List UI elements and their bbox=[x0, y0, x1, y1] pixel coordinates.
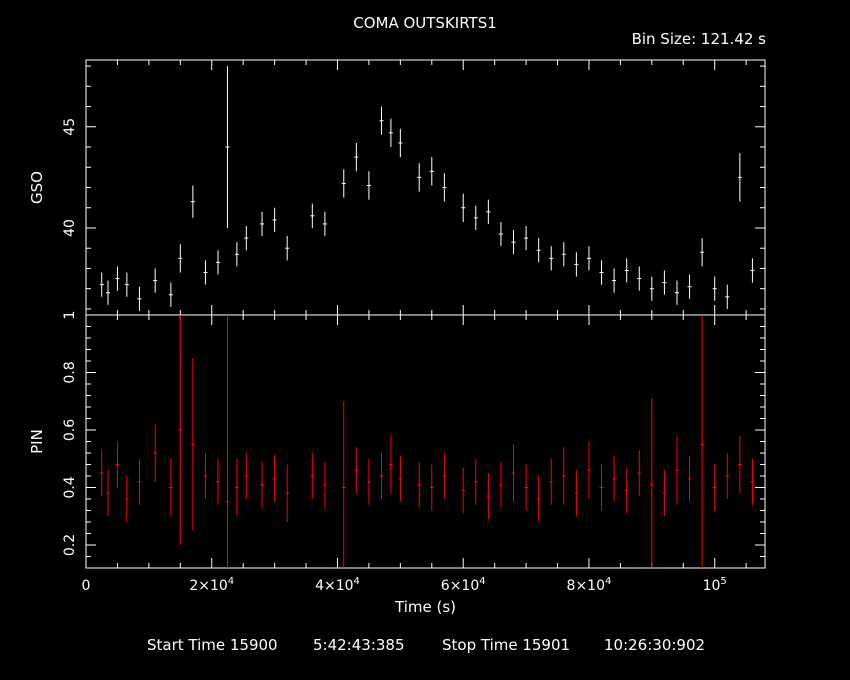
x-tick-label: 0 bbox=[82, 578, 91, 594]
x-axis-label: Time (s) bbox=[394, 598, 456, 616]
pin-data bbox=[99, 315, 755, 568]
gso-axis-label: GSO bbox=[28, 171, 46, 204]
pin-ytick-label: 0.4 bbox=[62, 476, 78, 498]
x-tick-label: 8×104 bbox=[567, 576, 612, 594]
gso-data bbox=[99, 66, 755, 311]
x-tick-label: 4×104 bbox=[315, 576, 360, 594]
axis-labels: 0 2×104 4×104 6×104 8×104 105 Time (s) bbox=[82, 576, 727, 616]
pin-ytick-label: 0.6 bbox=[62, 419, 78, 441]
pin-ytick-label: 1 bbox=[62, 311, 78, 320]
start-time-value: 5:42:43:385 bbox=[313, 636, 405, 654]
pin-panel: 0.2 0.4 0.6 0.8 1 PIN bbox=[28, 311, 766, 569]
stop-time-value: 10:26:30:902 bbox=[604, 636, 706, 654]
x-tick-label: 6×104 bbox=[441, 576, 486, 594]
x-tick-label: 105 bbox=[703, 576, 727, 594]
bin-size-label: Bin Size: 121.42 s bbox=[631, 30, 766, 48]
gso-ytick-label: 40 bbox=[62, 219, 78, 237]
pin-ytick-label: 0.8 bbox=[62, 361, 78, 383]
gso-ytick-label: 45 bbox=[62, 118, 78, 136]
chart-title: COMA OUTSKIRTS1 bbox=[353, 14, 497, 32]
pin-axis-label: PIN bbox=[28, 429, 46, 454]
x-tick-label: 2×104 bbox=[189, 576, 234, 594]
start-time-label: Start Time 15900 bbox=[147, 636, 278, 654]
stop-time-label: Stop Time 15901 bbox=[442, 636, 571, 654]
gso-frame bbox=[85, 59, 766, 316]
pin-frame bbox=[85, 314, 766, 569]
gso-panel: 40 45 GSO bbox=[28, 59, 766, 316]
pin-ytick-label: 0.2 bbox=[62, 534, 78, 556]
